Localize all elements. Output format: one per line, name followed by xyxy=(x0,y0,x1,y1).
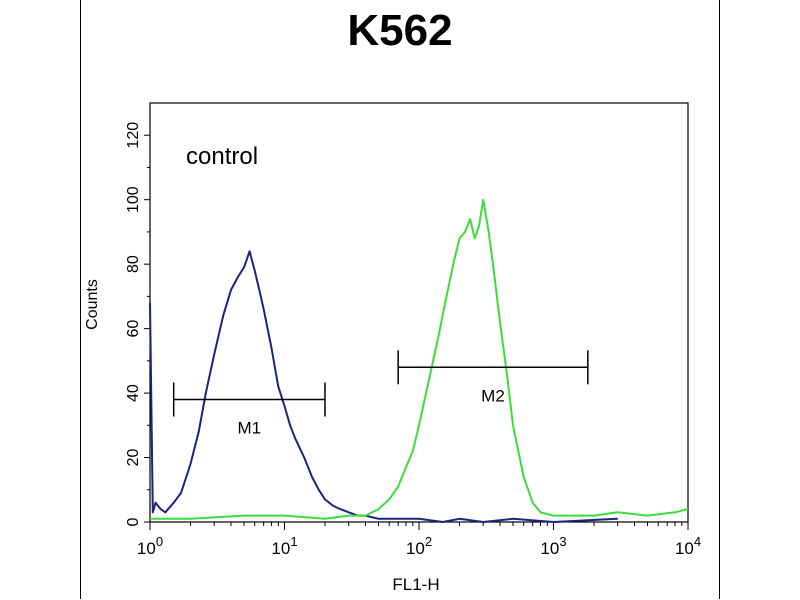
gate-m2-label: M2 xyxy=(481,386,505,405)
x-tick-label: 103 xyxy=(540,534,566,558)
histogram-series-1 xyxy=(149,250,618,523)
y-tick-label: 0 xyxy=(125,517,142,526)
x-tick-label: 101 xyxy=(271,534,297,558)
chart-title: K562 xyxy=(347,6,453,55)
x-tick-label: 104 xyxy=(675,534,701,558)
series-layer xyxy=(149,198,689,523)
y-axis: 0 20 40 60 80 100 120 xyxy=(125,122,150,526)
figure-frame xyxy=(80,0,720,599)
x-axis-label: FL1-H xyxy=(392,575,439,594)
y-tick-label: 60 xyxy=(125,320,142,338)
x-axis: 100 101 102 103 104 xyxy=(137,522,701,558)
x-tick-label: 102 xyxy=(406,534,432,558)
y-tick-label: 120 xyxy=(125,122,142,149)
y-tick-label: 40 xyxy=(125,384,142,402)
annotation-label: control xyxy=(186,143,258,170)
x-tick-label: 100 xyxy=(137,534,163,558)
gates-layer: M1 M2 xyxy=(172,350,589,438)
y-tick-label: 20 xyxy=(125,449,142,467)
gate-m1-label: M1 xyxy=(238,419,262,438)
y-tick-label: 80 xyxy=(125,255,142,273)
y-axis-label: Counts xyxy=(84,279,101,330)
y-tick-label: 100 xyxy=(125,186,142,213)
histogram-series-2 xyxy=(150,198,689,520)
